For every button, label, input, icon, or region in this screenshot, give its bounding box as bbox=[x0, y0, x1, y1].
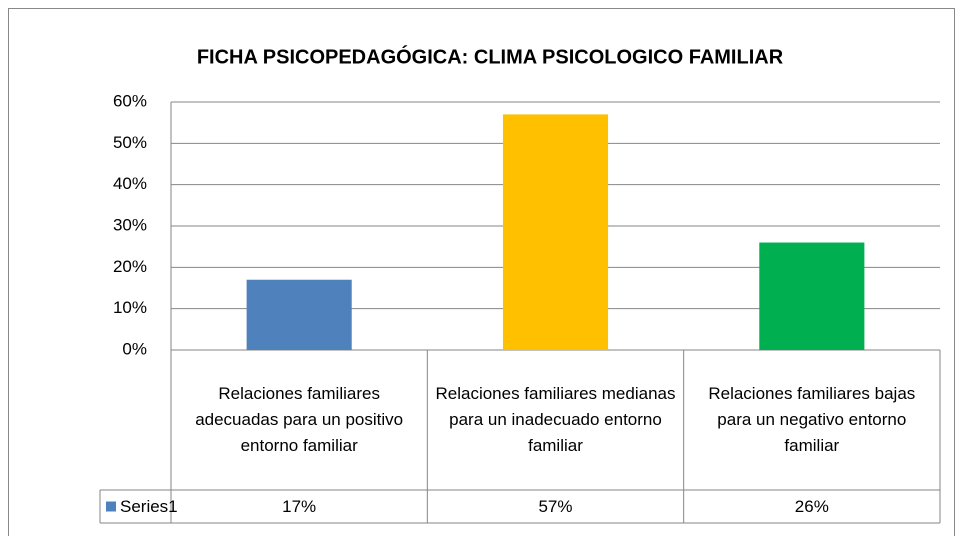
chart-title: FICHA PSICOPEDAGÓGICA: CLIMA PSICOLOGICO… bbox=[197, 44, 784, 68]
legend-label: Series1 bbox=[120, 497, 178, 516]
category-label: Relaciones familiares medianas para un i… bbox=[435, 384, 676, 455]
y-tick-label: 50% bbox=[113, 133, 147, 152]
bar bbox=[759, 242, 865, 350]
category-label: Relaciones familiares bajas para un nega… bbox=[708, 384, 916, 455]
bar bbox=[502, 114, 609, 351]
y-tick-label: 30% bbox=[113, 215, 147, 234]
data-table-value: 57% bbox=[538, 496, 573, 516]
y-tick-label: 60% bbox=[113, 91, 147, 110]
bar bbox=[246, 279, 352, 350]
y-tick-label: 20% bbox=[113, 257, 147, 276]
data-table-value: 17% bbox=[282, 496, 317, 516]
y-tick-label: 0% bbox=[122, 339, 147, 358]
category-label: Relaciones familiares adecuadas para un … bbox=[195, 384, 404, 455]
y-tick-label: 10% bbox=[113, 298, 147, 317]
y-tick-label: 40% bbox=[113, 174, 147, 193]
data-table-value: 26% bbox=[794, 496, 829, 516]
legend-key bbox=[106, 501, 116, 512]
